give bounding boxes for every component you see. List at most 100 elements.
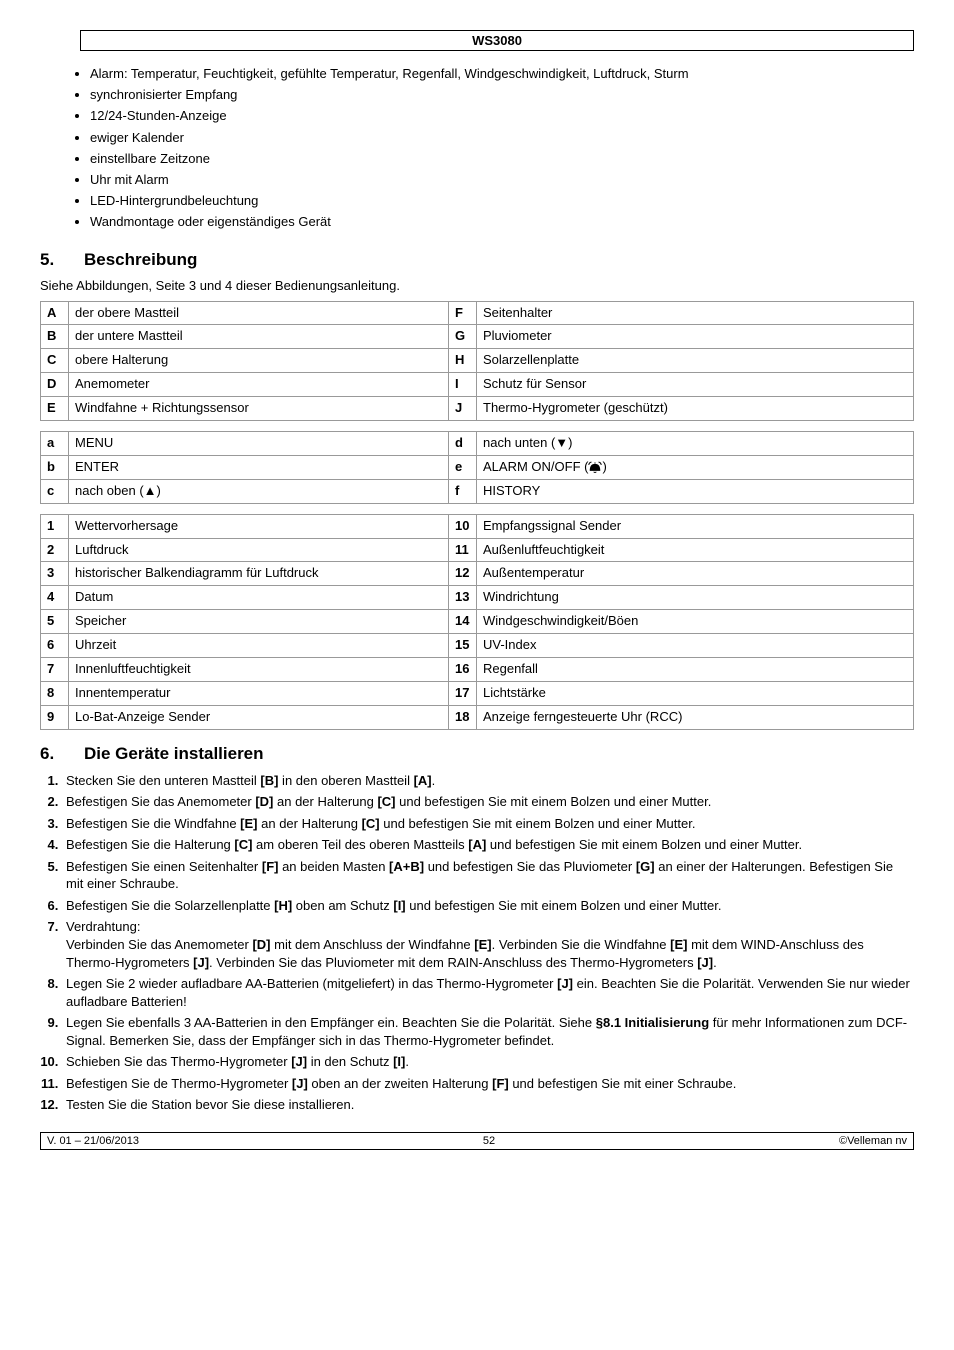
ref-bold: [J]: [697, 955, 713, 970]
ref-bold: [A]: [468, 837, 486, 852]
cell-value: nach oben (▲): [69, 479, 449, 503]
cell-key: D: [41, 373, 69, 397]
feature-item: ewiger Kalender: [90, 129, 914, 147]
cell-key: 2: [41, 538, 69, 562]
cell-value: der untere Mastteil: [69, 325, 449, 349]
install-step: Befestigen Sie die Halterung [C] am ober…: [62, 836, 914, 854]
install-step: Schieben Sie das Thermo-Hygrometer [J] i…: [62, 1053, 914, 1071]
ref-bold: [A+B]: [389, 859, 424, 874]
cell-value: Solarzellenplatte: [477, 349, 914, 373]
cell-value: Windfahne + Richtungssensor: [69, 397, 449, 421]
ref-bold: [E]: [474, 937, 491, 952]
cell-key: f: [449, 479, 477, 503]
cell-key: B: [41, 325, 69, 349]
footer-center: 52: [139, 1135, 839, 1147]
install-step: Befestigen Sie das Anemometer [D] an der…: [62, 793, 914, 811]
install-step: Befestigen Sie einen Seitenhalter [F] an…: [62, 858, 914, 893]
ref-bold: [F]: [492, 1076, 509, 1091]
cell-value: Thermo-Hygrometer (geschützt): [477, 397, 914, 421]
section-6-num: 6.: [40, 744, 84, 764]
cell-key: 1: [41, 514, 69, 538]
cell-key: a: [41, 431, 69, 455]
table-row: cnach oben (▲)fHISTORY: [41, 479, 914, 503]
cell-value: nach unten (▼): [477, 431, 914, 455]
cell-key: F: [449, 301, 477, 325]
cell-value: Windrichtung: [477, 586, 914, 610]
parts-table: Ader obere MastteilFSeitenhalterBder unt…: [40, 301, 914, 421]
feature-list: Alarm: Temperatur, Feuchtigkeit, gefühlt…: [40, 65, 914, 232]
section-5-num: 5.: [40, 250, 84, 270]
cell-value: ENTER: [69, 455, 449, 479]
feature-item: synchronisierter Empfang: [90, 86, 914, 104]
install-step: Befestigen Sie die Windfahne [E] an der …: [62, 815, 914, 833]
ref-bold: [D]: [255, 794, 273, 809]
table-row: 3historischer Balkendiagramm für Luftdru…: [41, 562, 914, 586]
cell-value: obere Halterung: [69, 349, 449, 373]
table-row: aMENUdnach unten (▼): [41, 431, 914, 455]
ref-bold: [C]: [362, 816, 380, 831]
cell-value: Innentemperatur: [69, 681, 449, 705]
ref-bold: §8.1 Initialisierung: [596, 1015, 709, 1030]
cell-key: E: [41, 397, 69, 421]
ref-bold: [J]: [291, 1054, 307, 1069]
table-row: Ader obere MastteilFSeitenhalter: [41, 301, 914, 325]
cell-key: b: [41, 455, 69, 479]
cell-value: Uhrzeit: [69, 634, 449, 658]
cell-value: Seitenhalter: [477, 301, 914, 325]
table-row: EWindfahne + RichtungssensorJThermo-Hygr…: [41, 397, 914, 421]
feature-item: Wandmontage oder eigenständiges Gerät: [90, 213, 914, 231]
cell-value: Innenluftfeuchtigkeit: [69, 657, 449, 681]
cell-key: 3: [41, 562, 69, 586]
cell-key: 11: [449, 538, 477, 562]
cell-key: 6: [41, 634, 69, 658]
cell-key: 14: [449, 610, 477, 634]
buttons-table: aMENUdnach unten (▼)bENTEReALARM ON/OFF …: [40, 431, 914, 504]
table-row: 9Lo-Bat-Anzeige Sender18Anzeige ferngest…: [41, 705, 914, 729]
cell-value: MENU: [69, 431, 449, 455]
table-row: Bder untere MastteilGPluviometer: [41, 325, 914, 349]
cell-key: 4: [41, 586, 69, 610]
alarm-icon: [588, 461, 602, 473]
cell-key: I: [449, 373, 477, 397]
cell-value: Lo-Bat-Anzeige Sender: [69, 705, 449, 729]
cell-value: Anemometer: [69, 373, 449, 397]
table-row: 6Uhrzeit15UV-Index: [41, 634, 914, 658]
cell-key: 18: [449, 705, 477, 729]
ref-bold: [C]: [377, 794, 395, 809]
cell-value: Datum: [69, 586, 449, 610]
table-row: bENTEReALARM ON/OFF (): [41, 455, 914, 479]
cell-key: G: [449, 325, 477, 349]
table-row: DAnemometerISchutz für Sensor: [41, 373, 914, 397]
ref-bold: [C]: [234, 837, 252, 852]
table-row: 2Luftdruck11Außenluftfeuchtigkeit: [41, 538, 914, 562]
cell-value: HISTORY: [477, 479, 914, 503]
section-5-intro: Siehe Abbildungen, Seite 3 und 4 dieser …: [40, 278, 914, 293]
cell-key: 5: [41, 610, 69, 634]
ref-bold: [I]: [393, 1054, 405, 1069]
cell-key: H: [449, 349, 477, 373]
section-5-title: Beschreibung: [84, 250, 197, 269]
ref-bold: [J]: [557, 976, 573, 991]
table-row: 5Speicher14Windgeschwindigkeit/Böen: [41, 610, 914, 634]
install-step: Legen Sie ebenfalls 3 AA-Batterien in de…: [62, 1014, 914, 1049]
cell-key: 8: [41, 681, 69, 705]
install-step: Verdrahtung:Verbinden Sie das Anemometer…: [62, 918, 914, 971]
feature-item: Alarm: Temperatur, Feuchtigkeit, gefühlt…: [90, 65, 914, 83]
cell-value: Außentemperatur: [477, 562, 914, 586]
cell-key: 13: [449, 586, 477, 610]
install-steps: Stecken Sie den unteren Mastteil [B] in …: [40, 772, 914, 1114]
feature-item: einstellbare Zeitzone: [90, 150, 914, 168]
cell-value: Luftdruck: [69, 538, 449, 562]
cell-key: 7: [41, 657, 69, 681]
footer-right: ©Velleman nv: [839, 1135, 907, 1147]
cell-key: 9: [41, 705, 69, 729]
ref-bold: [F]: [262, 859, 279, 874]
ref-bold: [A]: [414, 773, 432, 788]
cell-value: Windgeschwindigkeit/Böen: [477, 610, 914, 634]
cell-key: d: [449, 431, 477, 455]
cell-key: J: [449, 397, 477, 421]
cell-value: Anzeige ferngesteuerte Uhr (RCC): [477, 705, 914, 729]
ref-bold: [E]: [670, 937, 687, 952]
cell-key: c: [41, 479, 69, 503]
ref-bold: [J]: [193, 955, 209, 970]
